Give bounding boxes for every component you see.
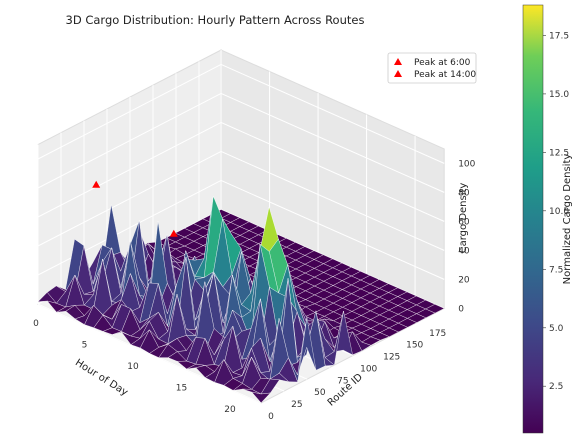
gridline bbox=[220, 151, 445, 251]
y-tick-label: 50 bbox=[314, 388, 326, 398]
z-tick-label: 60 bbox=[458, 217, 470, 227]
x-tick-label: 5 bbox=[82, 341, 88, 351]
legend: Peak at 6:00 Peak at 14:00 bbox=[387, 52, 477, 84]
y-tick-label: 75 bbox=[337, 376, 348, 386]
x-tick-label: 20 bbox=[224, 405, 236, 415]
legend-label-0: Peak at 6:00 bbox=[414, 58, 471, 68]
legend-marker-0 bbox=[394, 58, 402, 65]
gridline bbox=[37, 93, 222, 189]
x-tick-label: 15 bbox=[176, 384, 187, 394]
gridline bbox=[37, 151, 222, 247]
peak-marker bbox=[169, 229, 178, 237]
colorbar-tick-label: 15.0 bbox=[549, 90, 569, 100]
z-tick-label: 40 bbox=[458, 246, 470, 256]
y-tick-label: 150 bbox=[406, 341, 423, 351]
gridline bbox=[220, 122, 445, 222]
colorbar-label: Normalized Cargo Density bbox=[562, 154, 573, 285]
legend-box bbox=[387, 52, 477, 84]
surface-facet bbox=[251, 391, 271, 404]
colorbar-tick-label: 5.0 bbox=[549, 324, 564, 334]
colorbar-tick-label: 17.5 bbox=[549, 31, 569, 41]
colorbar-tick-label: 10.0 bbox=[549, 207, 569, 217]
x-tick-label: 10 bbox=[127, 362, 139, 372]
colorbar-bar bbox=[522, 4, 544, 434]
peak-markers bbox=[92, 180, 178, 237]
y-tick-label: 125 bbox=[383, 353, 400, 363]
legend-label-1: Peak at 14:00 bbox=[414, 70, 476, 80]
x-axis-label: Hour of Day bbox=[73, 357, 130, 398]
colorbar-ticks: 2.5 5.0 7.5 10.0 12.5 15.0 17.5 bbox=[543, 31, 569, 392]
colorbar: 2.5 5.0 7.5 10.0 12.5 15.0 17.5 Normalized Car… bbox=[522, 4, 573, 434]
gridline bbox=[220, 180, 445, 280]
gridline bbox=[37, 122, 222, 218]
gridline bbox=[37, 64, 222, 160]
gridline bbox=[37, 180, 222, 276]
surface-plot bbox=[37, 196, 445, 404]
gridline bbox=[220, 93, 445, 193]
y-tick-label: 25 bbox=[291, 400, 302, 410]
x-tick-label: 0 bbox=[33, 319, 39, 329]
z-tick-label: 0 bbox=[458, 304, 464, 314]
chart-title: 3D Cargo Distribution: Hourly Pattern Ac… bbox=[66, 13, 365, 27]
z-tick-label: 20 bbox=[458, 275, 470, 285]
y-tick-label: 0 bbox=[268, 412, 274, 422]
z-tick-label: 100 bbox=[458, 159, 475, 169]
axes-ticks: 0 5 10 15 20 0 25 50 75 100 125 150 175 0 20 40 60 80 100 bbox=[33, 159, 476, 422]
z-tick-label: 80 bbox=[458, 188, 470, 198]
z-axis-label: Cargo Density bbox=[458, 183, 469, 254]
gridline bbox=[220, 64, 445, 164]
legend-marker-1 bbox=[394, 70, 402, 77]
colorbar-tick-label: 7.5 bbox=[549, 265, 563, 275]
colorbar-tick-label: 12.5 bbox=[549, 148, 569, 158]
peak-marker bbox=[92, 180, 101, 188]
colorbar-tick-label: 2.5 bbox=[549, 382, 563, 392]
y-tick-label: 175 bbox=[429, 329, 446, 339]
y-tick-label: 100 bbox=[360, 364, 377, 374]
